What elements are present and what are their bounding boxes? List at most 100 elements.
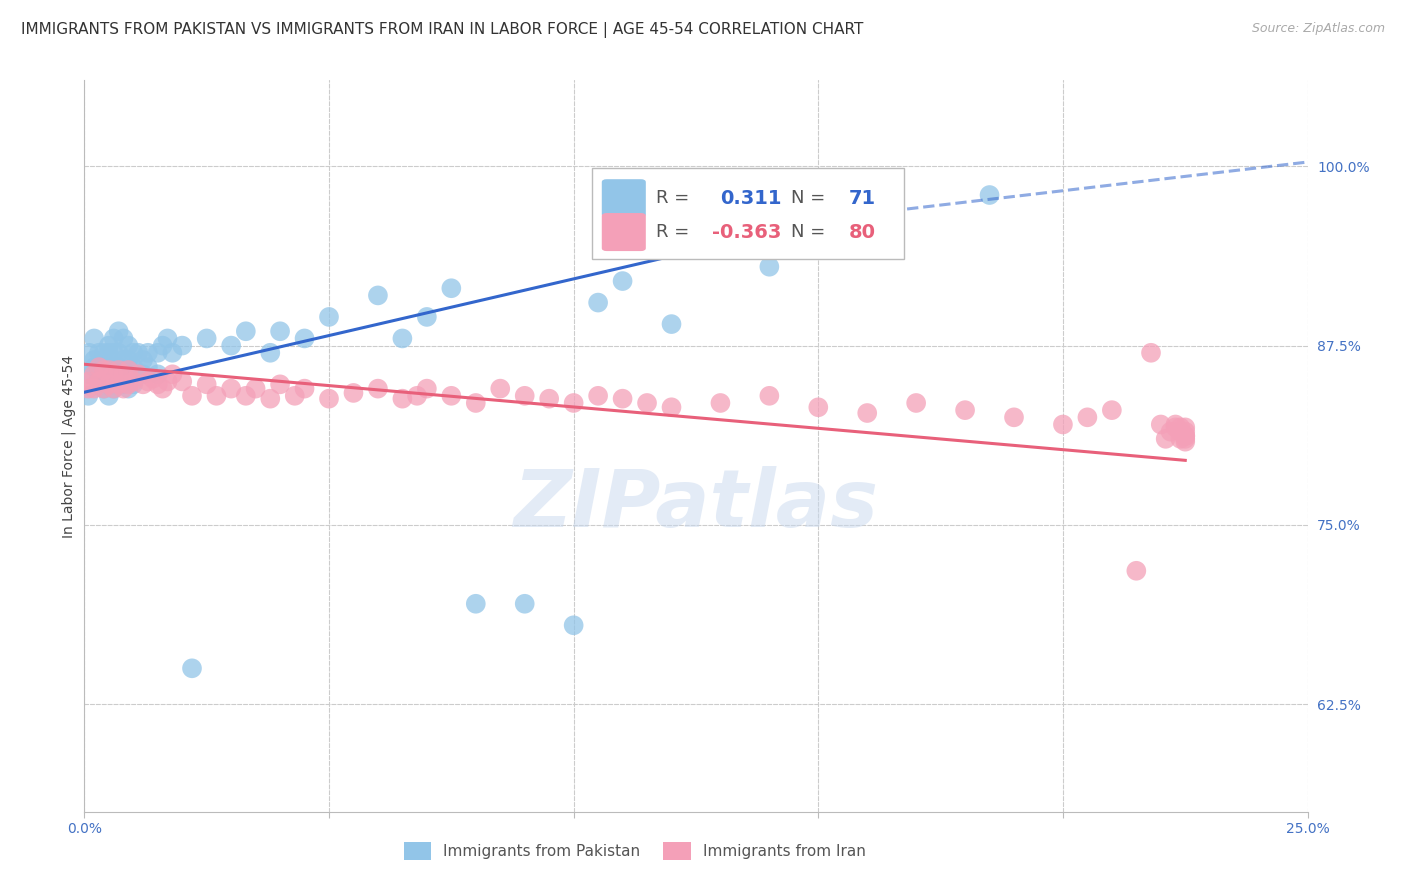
Point xyxy=(219,338,242,352)
Point xyxy=(513,597,536,611)
Point xyxy=(269,324,291,338)
Point xyxy=(367,382,389,396)
Text: 71: 71 xyxy=(849,189,876,208)
Point xyxy=(235,324,257,338)
Point xyxy=(83,382,105,396)
Point xyxy=(97,368,120,382)
Point xyxy=(142,371,165,385)
Legend: Immigrants from Pakistan, Immigrants from Iran: Immigrants from Pakistan, Immigrants fro… xyxy=(398,836,872,866)
Point xyxy=(1174,425,1197,439)
Point xyxy=(156,331,179,345)
Point xyxy=(117,338,139,352)
Point xyxy=(146,377,169,392)
Point xyxy=(758,389,780,403)
Point xyxy=(103,382,125,396)
Point xyxy=(162,368,184,382)
Y-axis label: In Labor Force | Age 45-54: In Labor Force | Age 45-54 xyxy=(62,354,76,538)
Point xyxy=(83,353,105,368)
Point xyxy=(1154,432,1177,446)
Text: IMMIGRANTS FROM PAKISTAN VS IMMIGRANTS FROM IRAN IN LABOR FORCE | AGE 45-54 CORR: IMMIGRANTS FROM PAKISTAN VS IMMIGRANTS F… xyxy=(21,22,863,38)
Point xyxy=(661,317,683,331)
Text: Source: ZipAtlas.com: Source: ZipAtlas.com xyxy=(1251,22,1385,36)
Point xyxy=(318,310,340,324)
Point xyxy=(97,363,120,377)
Point xyxy=(342,386,364,401)
Point xyxy=(77,368,100,382)
Point xyxy=(93,360,115,375)
Point xyxy=(205,389,228,403)
Text: 80: 80 xyxy=(849,222,876,242)
Point xyxy=(880,202,903,217)
Point xyxy=(103,368,125,382)
Text: N =: N = xyxy=(792,189,825,207)
Text: ZIPatlas: ZIPatlas xyxy=(513,466,879,543)
Point xyxy=(103,368,125,382)
Point xyxy=(1174,420,1197,434)
Point xyxy=(77,382,100,396)
Point xyxy=(219,382,242,396)
Point xyxy=(758,260,780,274)
Point xyxy=(856,406,879,420)
Point xyxy=(1002,410,1025,425)
Point xyxy=(93,368,115,382)
Point xyxy=(294,331,316,345)
Point xyxy=(1174,429,1197,443)
Point xyxy=(117,368,139,382)
Point xyxy=(284,389,307,403)
Point xyxy=(162,345,184,359)
Point xyxy=(1052,417,1074,432)
Point xyxy=(416,310,439,324)
FancyBboxPatch shape xyxy=(602,213,645,251)
Point xyxy=(416,382,439,396)
Point xyxy=(112,331,135,345)
Point xyxy=(464,396,486,410)
Point xyxy=(112,368,135,382)
Point xyxy=(259,345,281,359)
Point xyxy=(294,382,316,396)
Point xyxy=(136,360,159,375)
Point xyxy=(122,377,145,392)
Point xyxy=(1170,420,1192,434)
Point xyxy=(259,392,281,406)
Point xyxy=(97,338,120,352)
Point xyxy=(146,345,169,359)
Point xyxy=(103,382,125,396)
Point xyxy=(87,345,110,359)
Point xyxy=(440,389,463,403)
FancyBboxPatch shape xyxy=(602,179,645,218)
Point xyxy=(807,401,830,415)
Point xyxy=(562,396,585,410)
Point xyxy=(181,661,204,675)
Point xyxy=(195,377,218,392)
Point xyxy=(107,363,129,377)
Point xyxy=(117,363,139,377)
Point xyxy=(538,392,561,406)
Point xyxy=(406,389,429,403)
Point xyxy=(195,331,218,345)
Point xyxy=(709,396,731,410)
Point xyxy=(122,360,145,375)
Point xyxy=(1164,420,1187,434)
Point xyxy=(172,338,194,352)
Point xyxy=(979,188,1001,202)
Point xyxy=(107,324,129,338)
Point xyxy=(513,389,536,403)
Text: R =: R = xyxy=(655,189,689,207)
Point xyxy=(112,368,135,382)
Point xyxy=(77,345,100,359)
Point xyxy=(1170,432,1192,446)
Point xyxy=(146,368,169,382)
Point xyxy=(83,368,105,382)
Point xyxy=(127,345,149,359)
Point xyxy=(97,345,120,359)
Point xyxy=(1076,410,1098,425)
Point xyxy=(1174,429,1197,443)
Point xyxy=(136,375,159,389)
Point xyxy=(440,281,463,295)
Point xyxy=(127,368,149,382)
Point xyxy=(93,382,115,396)
Point xyxy=(107,375,129,389)
Point xyxy=(1125,564,1147,578)
Point xyxy=(103,331,125,345)
Point xyxy=(93,382,115,396)
